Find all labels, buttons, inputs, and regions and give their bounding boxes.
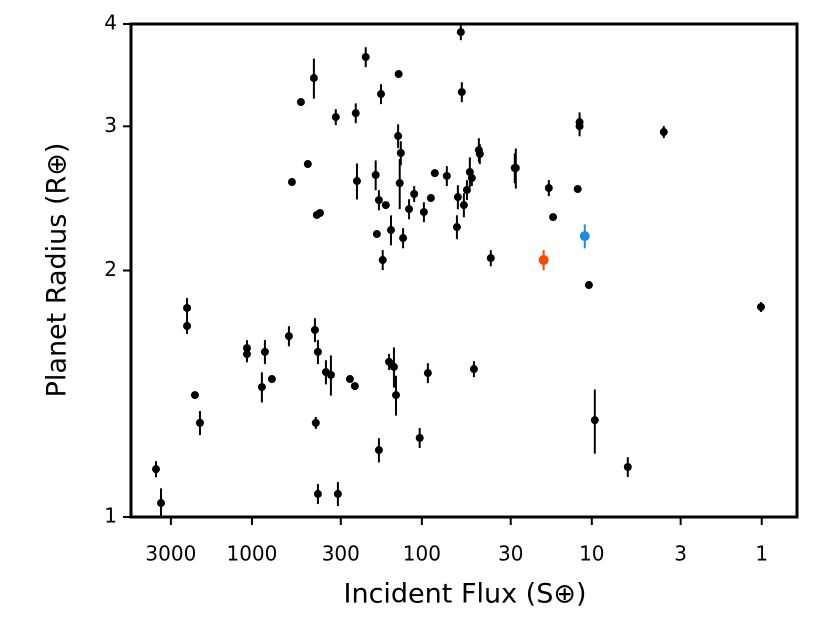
point [396, 149, 405, 158]
point [287, 178, 296, 187]
point [190, 391, 199, 400]
point [457, 88, 466, 97]
point [453, 193, 462, 202]
point [381, 201, 390, 210]
x-tick-label: 300 [322, 542, 360, 566]
point [426, 194, 435, 203]
point [573, 185, 582, 194]
point [756, 302, 765, 311]
point [372, 230, 381, 239]
point [467, 174, 476, 183]
point [415, 433, 424, 442]
point [462, 186, 471, 195]
point [260, 347, 269, 356]
point [257, 383, 266, 392]
point [310, 325, 319, 334]
point [452, 223, 461, 232]
point [195, 418, 204, 427]
point [311, 418, 320, 427]
x-tick-label: 10 [579, 542, 604, 566]
point [242, 350, 251, 359]
plot-frame [129, 22, 799, 519]
point [183, 322, 192, 331]
point [313, 489, 322, 498]
point [331, 113, 340, 122]
point [511, 164, 520, 173]
point [352, 177, 361, 186]
point [326, 370, 335, 379]
x-tick-label: 3000 [145, 542, 196, 566]
y-axis-title: Planet Radius (R⊕) [42, 143, 73, 398]
point [391, 391, 400, 400]
point [394, 132, 403, 141]
point [459, 201, 468, 210]
x-tick-label: 100 [403, 542, 441, 566]
point [350, 382, 359, 391]
x-tick-label: 1000 [226, 542, 277, 566]
point [183, 303, 192, 312]
y-tick-label: 2 [104, 257, 117, 281]
point [345, 375, 354, 384]
point [475, 150, 484, 159]
x-tick-label: 1 [755, 542, 768, 566]
point [590, 416, 599, 425]
point [659, 128, 668, 137]
point [410, 190, 419, 199]
point [156, 499, 165, 508]
point [538, 254, 549, 265]
point [544, 184, 553, 193]
point [385, 357, 394, 366]
point [378, 255, 387, 264]
point [405, 205, 414, 214]
point [333, 489, 342, 498]
point [486, 254, 495, 263]
x-tick-label: 30 [498, 542, 523, 566]
point [430, 169, 439, 178]
point [152, 465, 161, 474]
point [399, 234, 408, 243]
point [374, 196, 383, 205]
point [374, 446, 383, 455]
y-tick-label: 1 [104, 504, 117, 528]
point [389, 362, 398, 371]
point [361, 53, 370, 62]
y-tick-label: 4 [104, 11, 117, 35]
point [377, 90, 386, 99]
point [312, 210, 321, 219]
point [386, 226, 395, 235]
point [456, 28, 465, 37]
x-tick-label: 3 [674, 542, 687, 566]
point [284, 332, 293, 341]
x-axis-title: Incident Flux (S⊕) [344, 579, 587, 610]
point [267, 375, 276, 384]
point [575, 122, 584, 131]
point [442, 171, 451, 180]
point [303, 160, 312, 169]
point [423, 369, 432, 378]
point [296, 98, 305, 107]
point [584, 281, 593, 290]
point [419, 208, 428, 217]
point [313, 347, 322, 356]
point [549, 213, 558, 222]
point [371, 171, 380, 180]
y-tick-label: 3 [104, 113, 117, 137]
point [579, 231, 590, 242]
point [395, 179, 404, 188]
point [469, 365, 478, 374]
point [351, 109, 360, 118]
point [394, 70, 403, 79]
point [309, 74, 318, 83]
point [623, 462, 632, 471]
